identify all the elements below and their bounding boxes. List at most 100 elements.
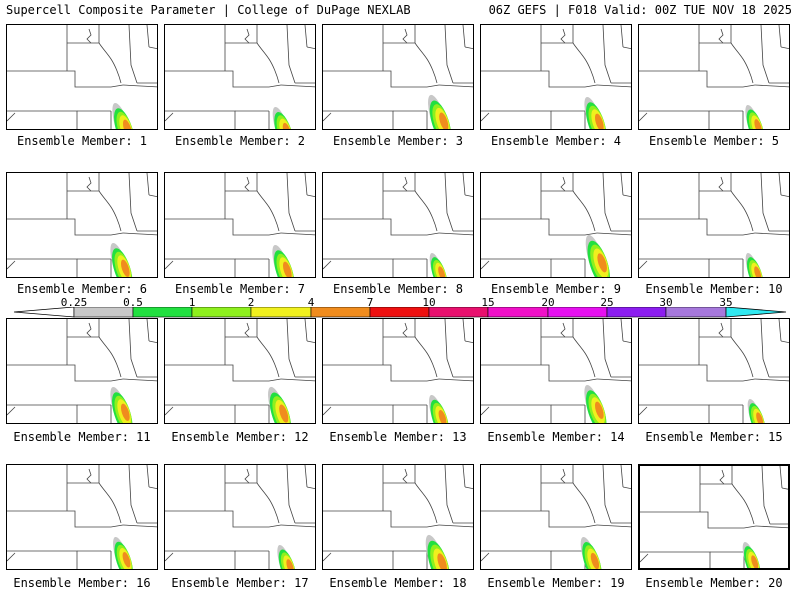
ensemble-member-panel xyxy=(480,318,632,424)
scp-contour-area xyxy=(745,252,764,277)
ensemble-member-label: Ensemble Member: 9 xyxy=(490,282,622,296)
run-valid-time: 06Z GEFS | F018 Valid: 00Z TUE NOV 18 20… xyxy=(488,3,792,17)
legend-tick-label: 35 xyxy=(719,296,733,309)
legend-swatch xyxy=(73,307,134,318)
legend-swatch xyxy=(725,307,787,318)
state-boundaries-map xyxy=(481,25,631,129)
scp-contour-area xyxy=(585,234,610,277)
scp-contour-area xyxy=(429,394,449,423)
state-boundaries-map xyxy=(7,173,157,277)
legend-tick-label: 0.25 xyxy=(60,296,88,309)
ensemble-member-panel xyxy=(480,24,632,130)
ensemble-member-label: Ensemble Member: 6 xyxy=(16,282,148,296)
scp-contour-area xyxy=(425,534,450,569)
ensemble-member-panel xyxy=(480,172,632,278)
scp-contour-area xyxy=(747,398,766,423)
legend-tick-label: 1 xyxy=(188,296,196,309)
legend-swatch xyxy=(191,307,252,318)
ensemble-member-panel xyxy=(6,172,158,278)
ensemble-member-panel xyxy=(322,464,474,570)
state-boundaries-map xyxy=(7,319,157,423)
legend-swatch xyxy=(547,307,608,318)
scp-contour-area xyxy=(584,384,607,423)
scp-contour-area xyxy=(112,102,135,129)
ensemble-member-panel xyxy=(638,318,790,424)
legend-swatch xyxy=(310,307,371,318)
scp-contour-area xyxy=(742,541,761,568)
scp-contour-area xyxy=(110,386,133,423)
map-title: Supercell Composite Parameter | College … xyxy=(6,3,411,17)
ensemble-member-label: Ensemble Member: 14 xyxy=(487,430,625,444)
state-boundaries-map xyxy=(165,25,315,129)
ensemble-member-label: Ensemble Member: 8 xyxy=(332,282,464,296)
state-boundaries-map xyxy=(165,465,315,569)
legend-swatch xyxy=(132,307,193,318)
scp-contour-area xyxy=(113,536,133,569)
ensemble-member-label: Ensemble Member: 11 xyxy=(13,430,151,444)
ensemble-member-panel xyxy=(480,464,632,570)
legend-tick-label: 30 xyxy=(659,296,673,309)
ensemble-member-panel xyxy=(322,318,474,424)
state-boundaries-map xyxy=(323,465,473,569)
scp-contour-area xyxy=(110,242,133,277)
legend-tick-label: 25 xyxy=(600,296,614,309)
state-boundaries-map xyxy=(639,319,789,423)
ensemble-member-panel xyxy=(638,464,790,570)
ensemble-member-label: Ensemble Member: 18 xyxy=(329,576,467,590)
ensemble-member-label: Ensemble Member: 13 xyxy=(329,430,467,444)
scp-contour-area xyxy=(272,106,294,129)
state-boundaries-map xyxy=(7,465,157,569)
ensemble-member-panel xyxy=(164,464,316,570)
legend-swatch xyxy=(665,307,727,318)
scp-contour-area xyxy=(268,386,292,423)
legend-tick-label: 20 xyxy=(541,296,555,309)
legend-tick-label: 7 xyxy=(366,296,374,309)
legend-tick-label: 4 xyxy=(307,296,315,309)
legend-tick-label: 0.5 xyxy=(123,296,143,309)
ensemble-member-label: Ensemble Member: 2 xyxy=(174,134,306,148)
scp-contour-area xyxy=(580,536,602,569)
state-boundaries-map xyxy=(165,319,315,423)
scp-contour-area xyxy=(584,96,607,129)
ensemble-member-panel xyxy=(164,24,316,130)
legend-swatch xyxy=(250,307,312,318)
state-boundaries-map xyxy=(323,319,473,423)
ensemble-member-panel xyxy=(6,464,158,570)
legend-color-bar xyxy=(13,307,787,318)
ensemble-member-panel xyxy=(6,24,158,130)
legend-tick-label: 2 xyxy=(247,296,255,309)
ensemble-member-panel xyxy=(164,318,316,424)
state-boundaries-map xyxy=(481,319,631,423)
ensemble-member-label: Ensemble Member: 16 xyxy=(13,576,151,590)
state-boundaries-map xyxy=(7,25,157,129)
ensemble-member-panel xyxy=(164,172,316,278)
state-boundaries-map xyxy=(165,173,315,277)
scp-contour-area xyxy=(272,244,295,277)
state-boundaries-map xyxy=(481,465,631,569)
scp-contour-area xyxy=(428,94,452,129)
legend-swatch xyxy=(487,307,549,318)
ensemble-member-label: Ensemble Member: 10 xyxy=(645,282,783,296)
ensemble-member-label: Ensemble Member: 1 xyxy=(16,134,148,148)
legend-tick-label: 15 xyxy=(481,296,495,309)
state-boundaries-map xyxy=(323,25,473,129)
legend-tick-label: 10 xyxy=(422,296,436,309)
state-boundaries-map xyxy=(481,173,631,277)
legend-swatch xyxy=(369,307,430,318)
legend-swatch xyxy=(606,307,667,318)
state-boundaries-map xyxy=(639,173,789,277)
scp-contour-area xyxy=(429,252,448,277)
ensemble-member-panel xyxy=(322,24,474,130)
ensemble-member-label: Ensemble Member: 20 xyxy=(645,576,783,590)
ensemble-member-panel xyxy=(6,318,158,424)
ensemble-member-label: Ensemble Member: 7 xyxy=(174,282,306,296)
state-boundaries-map xyxy=(640,466,788,568)
legend-swatch xyxy=(428,307,489,318)
ensemble-member-label: Ensemble Member: 4 xyxy=(490,134,622,148)
state-boundaries-map xyxy=(639,25,789,129)
ensemble-member-label: Ensemble Member: 15 xyxy=(645,430,783,444)
ensemble-member-label: Ensemble Member: 12 xyxy=(171,430,309,444)
state-boundaries-map xyxy=(323,173,473,277)
ensemble-member-label: Ensemble Member: 17 xyxy=(171,576,309,590)
ensemble-member-label: Ensemble Member: 5 xyxy=(648,134,780,148)
